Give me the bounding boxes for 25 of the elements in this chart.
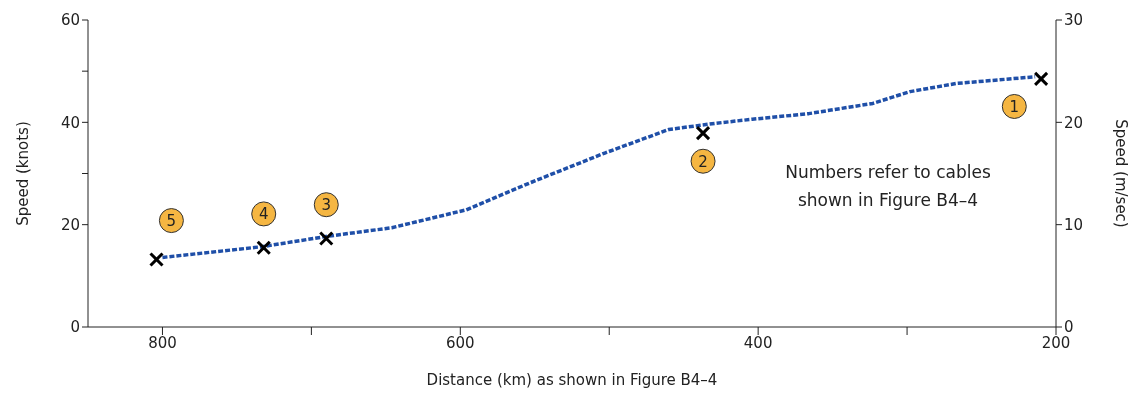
y-axis-title: Speed (knots)	[14, 121, 33, 226]
point	[149, 251, 164, 267]
annotation: 5	[166, 211, 177, 230]
y-tick-label: 0	[70, 318, 80, 337]
y2-axis-title: Speed (m/sec)	[1111, 119, 1130, 228]
point	[256, 240, 272, 256]
x-tick-label: 600	[445, 333, 475, 352]
point	[695, 125, 711, 141]
y-tick-label: 60	[60, 11, 80, 30]
point	[318, 230, 334, 246]
x-tick-label: 400	[743, 333, 773, 352]
annotation: Numbers refer to cables shown in Figure B4–4	[784, 161, 992, 212]
annotation: 2	[698, 152, 708, 171]
annotation: 4	[258, 205, 269, 224]
point	[1033, 71, 1049, 87]
annotation: 3	[321, 196, 332, 215]
annotation: 1	[1009, 97, 1020, 116]
y2-tick-label: 20	[1064, 113, 1084, 132]
x-tick-label: 800	[148, 333, 177, 352]
y2-tick-label: 30	[1064, 11, 1084, 30]
y-tick-label: 20	[60, 215, 80, 234]
y2-tick-label: 10	[1064, 215, 1084, 234]
x-axis-title: Distance (km) as shown in Figure B4–4	[426, 371, 718, 389]
line-series	[160, 75, 1037, 260]
y-tick-label: 40	[60, 113, 80, 132]
